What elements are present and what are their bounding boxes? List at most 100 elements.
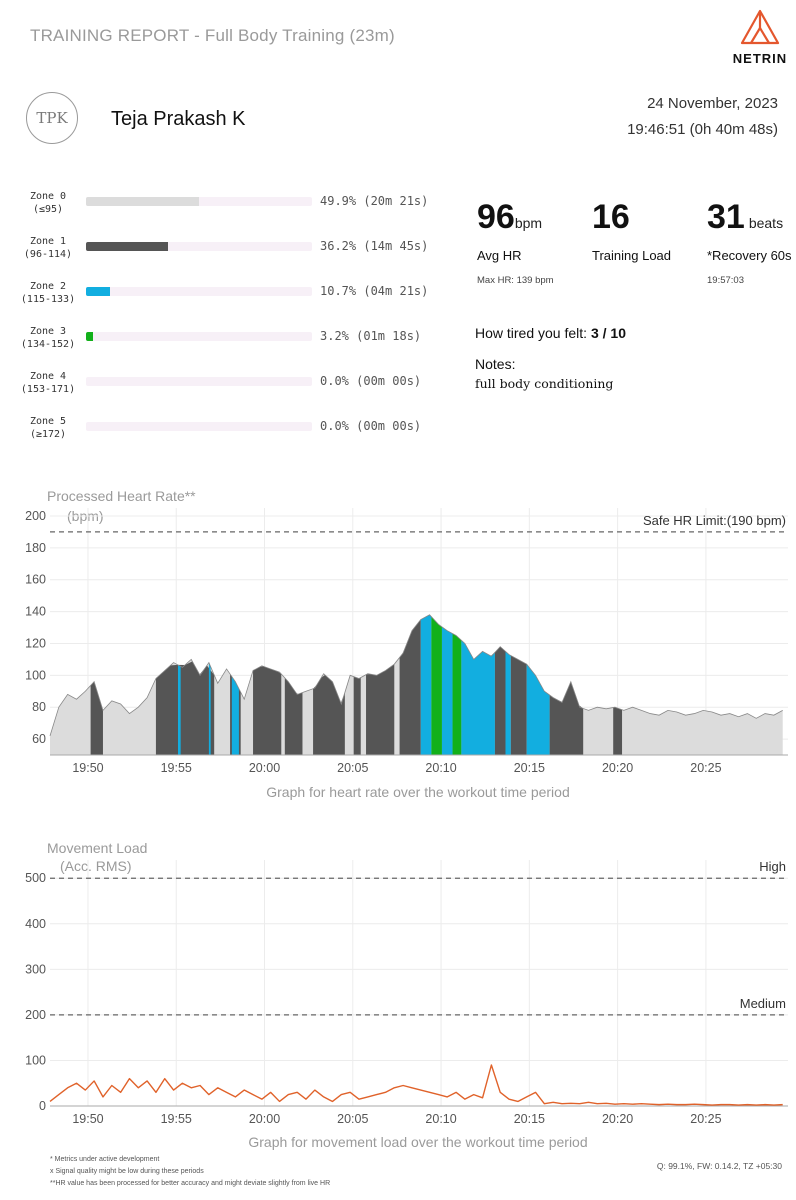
brand-logo: NETRIN xyxy=(730,8,790,66)
movement-load-line xyxy=(49,1064,783,1106)
hr-zone-segment xyxy=(90,682,103,755)
hr-xtick-label: 20:10 xyxy=(425,761,456,775)
zone-range: (≥172) xyxy=(29,429,67,440)
hr-zone-segment xyxy=(231,676,239,755)
zone-range: (134-152) xyxy=(20,339,76,350)
hr-ytick-label: 180 xyxy=(25,541,46,555)
hr-zone-segment xyxy=(441,626,453,755)
zone-bar-fill xyxy=(86,287,111,296)
recovery-value: 31 xyxy=(707,198,745,236)
hr-zone-segment xyxy=(284,677,303,755)
zone-label: Zone 1 (96-114) xyxy=(18,235,78,261)
zone-value: 49.9% (20m 21s) xyxy=(320,194,429,208)
mv-xtick-label: 20:05 xyxy=(337,1112,368,1126)
movement-chart-caption: Graph for movement load over the workout… xyxy=(248,1134,588,1150)
safe-hr-limit-label: Safe HR Limit:(190 bpm) xyxy=(643,513,786,528)
mv-xtick-label: 19:55 xyxy=(161,1112,192,1126)
avg-hr-value: 96 xyxy=(477,198,515,236)
hr-xtick-label: 20:05 xyxy=(337,761,368,775)
mv-xtick-label: 19:50 xyxy=(72,1112,103,1126)
avatar: TPK xyxy=(26,92,78,144)
zone-value: 10.7% (04m 21s) xyxy=(320,284,429,298)
training-load-label: Training Load xyxy=(592,248,672,263)
zone-name: Zone 1 xyxy=(29,236,67,247)
avg-hr-unit: bpm xyxy=(514,215,543,231)
hr-zone-segment xyxy=(420,615,432,755)
hr-zone-segment xyxy=(494,646,506,755)
mv-xtick-label: 20:25 xyxy=(690,1112,721,1126)
hr-xtick-label: 20:20 xyxy=(602,761,633,775)
tiredness-rating: How tired you felt: 3 / 10 xyxy=(475,325,626,341)
mv-xtick-label: 20:10 xyxy=(425,1112,456,1126)
zone-bar-track xyxy=(86,422,312,431)
mv-ytick-label: 0 xyxy=(39,1099,46,1113)
zone-label: Zone 3 (134-152) xyxy=(18,325,78,351)
zone-range: (115-133) xyxy=(20,294,76,305)
zone-bar-track xyxy=(86,242,312,251)
hr-xtick-label: 20:00 xyxy=(249,761,280,775)
mv-ytick-label: 100 xyxy=(25,1053,46,1067)
recovery-stat: 31 beats xyxy=(707,198,783,237)
mv-xtick-label: 20:15 xyxy=(514,1112,545,1126)
mv-xtick-label: 20:00 xyxy=(249,1112,280,1126)
mv-reference-label: High xyxy=(759,859,786,874)
hr-zone-segment xyxy=(155,661,215,755)
zone-name: Zone 0 xyxy=(29,191,67,202)
notes-label: Notes: xyxy=(475,356,516,372)
zone-value: 36.2% (14m 45s) xyxy=(320,239,429,253)
zone-bar-track xyxy=(86,377,312,386)
avg-hr-stat: 96bpm xyxy=(477,198,542,237)
hr-zone-segment xyxy=(366,664,395,755)
zone-label: Zone 2 (115-133) xyxy=(18,280,78,306)
hr-zone-segment xyxy=(253,666,282,755)
hr-zone-segment xyxy=(613,707,623,755)
hr-zone-segment xyxy=(510,655,527,755)
hr-ytick-label: 80 xyxy=(32,700,46,714)
mv-ytick-label: 200 xyxy=(25,1008,46,1022)
zone-name: Zone 5 xyxy=(29,416,67,427)
zone-label: Zone 4 (153-171) xyxy=(18,370,78,396)
footnote-signal: x Signal quality might be low during the… xyxy=(50,1168,204,1175)
hr-zone-segment xyxy=(178,664,181,755)
zone-bar-track xyxy=(86,332,312,341)
zone-bar-fill xyxy=(86,332,94,341)
movement-chart-title: Movement Load xyxy=(47,840,148,856)
training-load-value: 16 xyxy=(592,198,630,236)
hr-ytick-label: 140 xyxy=(25,605,46,619)
mv-reference-label: Medium xyxy=(740,996,786,1011)
zone-name: Zone 2 xyxy=(29,281,67,292)
hr-ytick-label: 100 xyxy=(25,668,46,682)
hr-zone-segment xyxy=(208,662,211,755)
zone-value: 0.0% (00m 00s) xyxy=(320,374,422,388)
mv-ytick-label: 500 xyxy=(25,871,46,885)
hr-zone-segment xyxy=(505,651,511,755)
mountain-logo-icon xyxy=(740,9,780,45)
zone-bar-fill xyxy=(86,242,168,251)
footer-meta: Q: 99.1%, FW: 0.14.2, TZ +05:30 xyxy=(656,1161,782,1171)
max-hr-text: Max HR: 139 bpm xyxy=(477,275,554,286)
zone-name: Zone 4 xyxy=(29,371,67,382)
hr-zone-segment xyxy=(461,640,495,755)
zone-range: (96-114) xyxy=(23,249,73,260)
brand-name: NETRIN xyxy=(732,51,788,66)
hr-ytick-label: 120 xyxy=(25,636,46,650)
hr-ytick-label: 160 xyxy=(25,573,46,587)
hr-zone-segment xyxy=(431,616,442,755)
zone-label: Zone 5 (≥172) xyxy=(18,415,78,441)
tiredness-value: 3 / 10 xyxy=(590,325,626,341)
hr-line xyxy=(49,614,783,736)
recovery-unit: beats xyxy=(748,215,784,231)
mv-ytick-label: 400 xyxy=(25,917,46,931)
session-time: 19:46:51 (0h 40m 48s) xyxy=(627,121,778,138)
hr-ytick-label: 60 xyxy=(32,732,46,746)
zone-value: 3.2% (01m 18s) xyxy=(320,329,422,343)
hr-xtick-label: 19:50 xyxy=(72,761,103,775)
notes-text: full body conditioning xyxy=(475,376,614,391)
hr-zone-segment xyxy=(549,682,584,755)
hr-xtick-label: 20:15 xyxy=(514,761,545,775)
hr-ytick-label: 200 xyxy=(25,509,46,523)
report-title: TRAINING REPORT - Full Body Training (23… xyxy=(30,26,395,45)
tiredness-label: How tired you felt: xyxy=(475,325,588,341)
training-load-stat: 16 xyxy=(592,198,630,237)
hr-chart: 60 80 100 120 140 160 180 200 19:50 19:55 20:00 20:… xyxy=(25,508,788,775)
